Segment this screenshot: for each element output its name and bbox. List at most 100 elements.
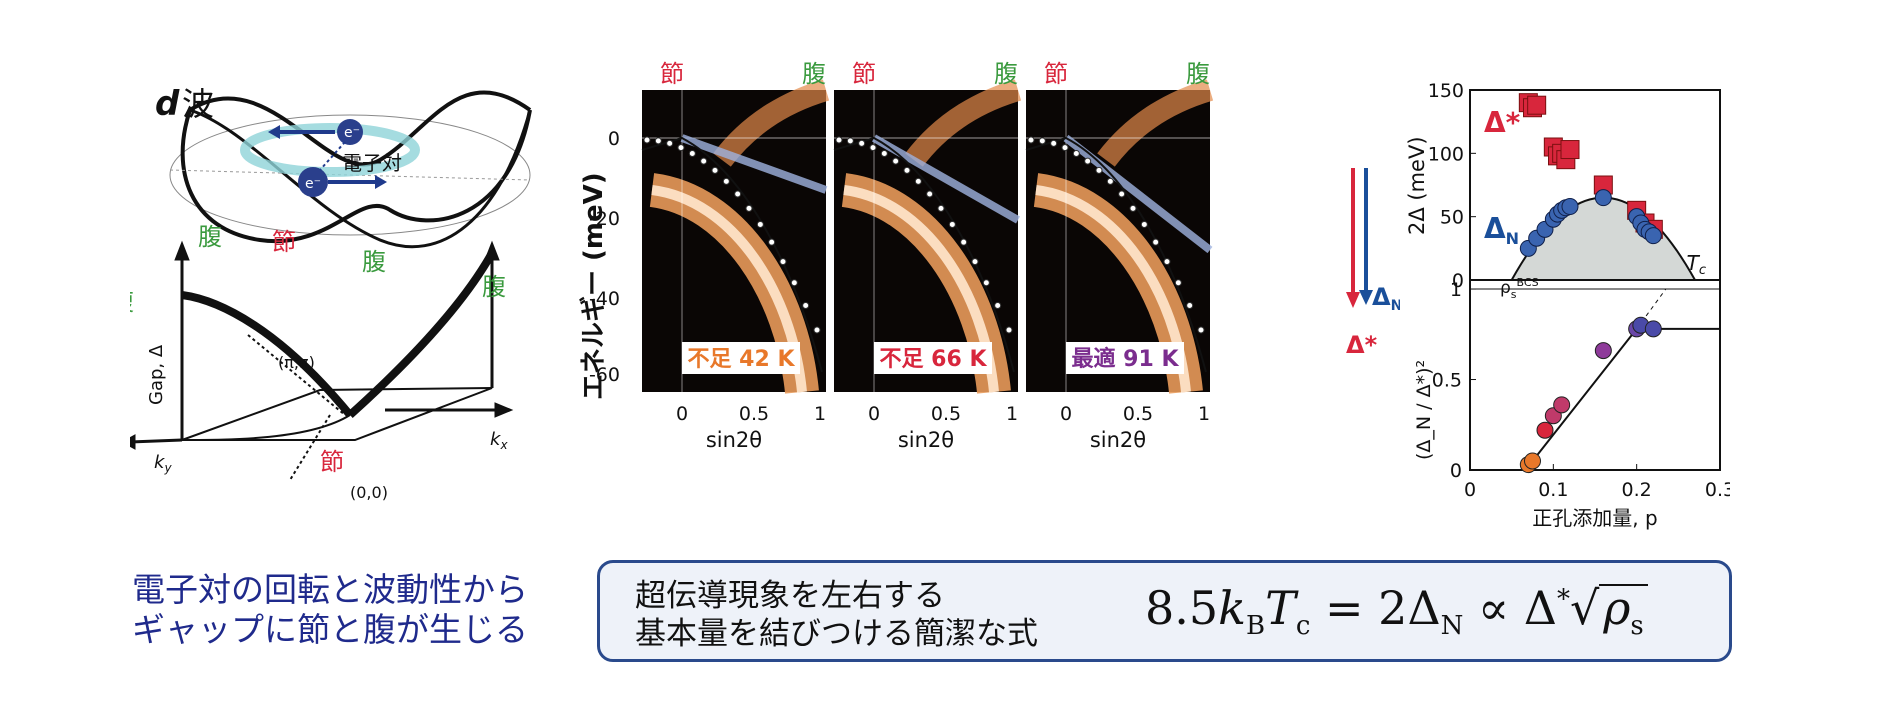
arpes-x-tick: 0 xyxy=(868,403,880,425)
delta-n-point xyxy=(1594,189,1612,207)
bottom-ylabel: (Δ_N / Δ*)² xyxy=(1413,360,1435,460)
arpes-y-tick: 0 xyxy=(608,128,620,150)
eq-t-sub: c xyxy=(1295,611,1311,642)
superfluid-point xyxy=(1553,396,1571,414)
summary-line-1: 超伝導現象を左右する xyxy=(635,578,945,614)
summary-equation: 8.5kBTc = 2ΔN ∝ Δ*√ρs xyxy=(1145,581,1648,648)
arpes-xlabel: sin2θ xyxy=(898,428,954,452)
top-y-tick: 0 xyxy=(1452,270,1464,292)
eq-rho: ρ xyxy=(1603,581,1631,635)
arpes-x-tick: 0 xyxy=(676,403,688,425)
summary-box: 超伝導現象を左右する 基本量を結びつける簡潔な式 8.5kBTc = 2ΔN ∝… xyxy=(597,560,1732,662)
pi-pi-label: (π,π) xyxy=(278,353,315,372)
electron-2 xyxy=(298,167,328,197)
eq-coefficient: 8.5 xyxy=(1145,581,1219,635)
legend-delta-n: ΔN xyxy=(1484,212,1519,248)
delta-n-point xyxy=(1561,198,1579,216)
gap-axis-label: Gap, Δ xyxy=(146,344,167,405)
caption-line-2: ギャップに節と腹が生じる xyxy=(132,610,528,649)
delta-arrows xyxy=(1346,168,1373,308)
arpes-y-tick: -20 xyxy=(589,208,620,230)
bottom-y-tick: 1 xyxy=(1450,279,1462,301)
arpes-xlabel: sin2θ xyxy=(1090,428,1146,452)
eq-k-sub: B xyxy=(1246,611,1266,642)
eq-equals: = 2Δ xyxy=(1310,581,1441,635)
arpes-panel-label: 最適 91 K xyxy=(1072,346,1180,372)
electron-1 xyxy=(337,119,363,145)
pair-label: 電子対 xyxy=(342,151,402,175)
fit-line xyxy=(1527,327,1720,467)
surface-antinode-left: 腹 xyxy=(198,223,222,251)
kx-label: kx xyxy=(490,429,508,452)
arpes-ylabel: エネルギー (meV) xyxy=(579,172,609,400)
arpes-panel-label: 不足 66 K xyxy=(880,347,988,372)
gap-antinode-right: 腹 xyxy=(482,273,506,301)
arpes-y-ticks: 0 -20 -40 -60 xyxy=(589,128,620,386)
dwave-title-d: d xyxy=(155,84,180,124)
gap-node: 節 xyxy=(320,448,344,476)
arpes-antinode-label: 腹 xyxy=(1186,60,1210,88)
bottom-x-tick: 0 xyxy=(1464,479,1476,501)
eq-star: * xyxy=(1557,584,1571,615)
arpes-panel-label: 不足 42 K xyxy=(688,347,796,372)
bottom-xlabel: 正孔添加量, p xyxy=(1532,506,1657,530)
superfluid-point xyxy=(1536,421,1554,439)
origin-label: (0,0) xyxy=(350,483,388,502)
arpes-panel-3: 最適 91 K 節 腹 0 0.5 1 sin2θ xyxy=(1025,60,1214,452)
arpes-y-tick: -40 xyxy=(589,288,620,310)
figure-caption: 電子対の回転と波動性から ギャップに節と腹が生じる xyxy=(100,570,560,650)
arpes-x-tick: 0 xyxy=(1060,403,1072,425)
bottom-x-tick: 0.2 xyxy=(1622,479,1652,501)
bottom-y-tick: 0 xyxy=(1450,460,1462,482)
tc-label: Tc xyxy=(1687,251,1706,278)
electron-label-2: e⁻ xyxy=(305,176,321,192)
delta-star-point xyxy=(1527,95,1547,115)
superfluid-point xyxy=(1594,342,1612,360)
surface-antinode-right: 腹 xyxy=(362,248,386,276)
eq-rho-sub: s xyxy=(1630,611,1644,642)
gap-vs-doping-chart: 0 50 100 150 2Δ (meV) Δ* ΔN Tc xyxy=(1405,80,1721,292)
eq-t: T xyxy=(1265,581,1296,635)
arpes-antinode-label: 腹 xyxy=(994,60,1018,88)
top-ylabel: 2Δ (meV) xyxy=(1405,136,1429,235)
arpes-antinode-label: 腹 xyxy=(802,60,826,88)
dwave-figure: e⁻ e⁻ 電子対 d 波 腹 節 腹 腹 腹 節 Gap, Δ (π,π) (… xyxy=(130,84,532,502)
arpes-x-tick: 0.5 xyxy=(931,403,961,425)
top-y-tick: 150 xyxy=(1428,80,1464,102)
eq-sqrt: ρs xyxy=(1599,581,1648,648)
pair-ring xyxy=(240,123,420,177)
superfluid-point xyxy=(1644,320,1662,338)
top-y-tick: 50 xyxy=(1440,207,1464,229)
surface-node: 節 xyxy=(272,228,296,256)
arpes-x-tick: 0.5 xyxy=(1123,403,1153,425)
arpes-xlabel: sin2θ xyxy=(706,428,762,452)
arpes-panel-2: 不足 66 K 節 腹 0 0.5 1 sin2θ xyxy=(833,60,1022,452)
delta-star-label: Δ* xyxy=(1346,331,1378,359)
eq-delta-sub: N xyxy=(1440,611,1464,642)
bottom-x-tick: 0.1 xyxy=(1538,479,1568,501)
arpes-y-tick: -60 xyxy=(589,364,620,386)
bottom-x-tick: 0.3 xyxy=(1705,479,1730,501)
bottom-y-tick: 0.5 xyxy=(1432,370,1462,392)
delta-star-point xyxy=(1560,140,1580,160)
delta-n-point xyxy=(1644,227,1662,245)
rho-bcs-label: ρsBCS xyxy=(1500,276,1539,301)
gap-antinode-left: 腹 xyxy=(130,288,134,316)
arpes-x-tick: 0.5 xyxy=(739,403,769,425)
dwave-title-wave: 波 xyxy=(182,85,214,123)
delta-n-label: ΔN xyxy=(1372,283,1400,314)
summary-text: 超伝導現象を左右する 基本量を結びつける簡潔な式 xyxy=(635,577,1038,653)
electron-label-1: e⁻ xyxy=(344,125,360,141)
eq-k: k xyxy=(1218,581,1247,635)
arpes-node-label: 節 xyxy=(852,60,876,88)
legend-delta-star: Δ* xyxy=(1484,106,1521,139)
superfluid-point xyxy=(1524,452,1541,470)
arpes-panel-1: 不足 42 K 節 腹 0 0.5 1 sin2θ xyxy=(641,60,830,452)
arpes-node-label: 節 xyxy=(660,60,684,88)
ky-label: ky xyxy=(154,452,172,475)
top-y-tick: 100 xyxy=(1428,143,1464,165)
caption-line-1: 電子対の回転と波動性から xyxy=(132,570,528,609)
arpes-node-label: 節 xyxy=(1044,60,1068,88)
